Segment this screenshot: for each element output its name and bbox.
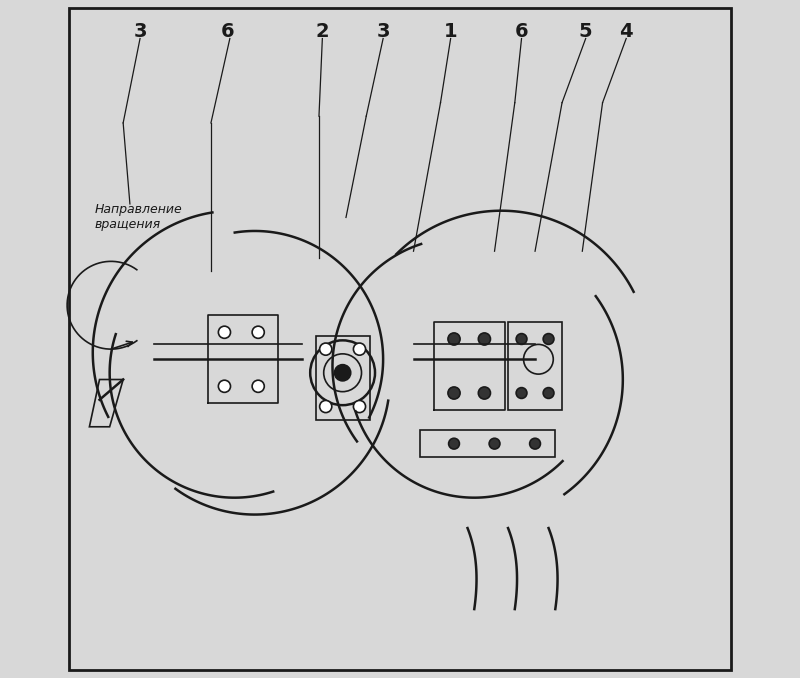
Circle shape <box>478 333 490 345</box>
Circle shape <box>252 380 264 393</box>
Text: 1: 1 <box>444 22 458 41</box>
Circle shape <box>530 438 541 449</box>
Circle shape <box>218 326 230 338</box>
Circle shape <box>354 401 366 413</box>
Text: 6: 6 <box>514 22 528 41</box>
Text: 3: 3 <box>376 22 390 41</box>
Circle shape <box>320 343 332 355</box>
Circle shape <box>354 343 366 355</box>
Circle shape <box>516 388 527 399</box>
Circle shape <box>218 380 230 393</box>
Circle shape <box>543 334 554 344</box>
Circle shape <box>252 326 264 338</box>
Circle shape <box>448 387 460 399</box>
Circle shape <box>516 334 527 344</box>
Circle shape <box>334 365 350 381</box>
Circle shape <box>320 401 332 413</box>
Text: 6: 6 <box>221 22 234 41</box>
Circle shape <box>489 438 500 449</box>
Circle shape <box>449 438 459 449</box>
Text: 2: 2 <box>315 22 329 41</box>
Text: 5: 5 <box>579 22 593 41</box>
Circle shape <box>478 387 490 399</box>
Circle shape <box>543 388 554 399</box>
Text: 4: 4 <box>619 22 633 41</box>
Text: Направление
вращения: Направление вращения <box>94 203 182 231</box>
Circle shape <box>448 333 460 345</box>
Text: 3: 3 <box>134 22 146 41</box>
